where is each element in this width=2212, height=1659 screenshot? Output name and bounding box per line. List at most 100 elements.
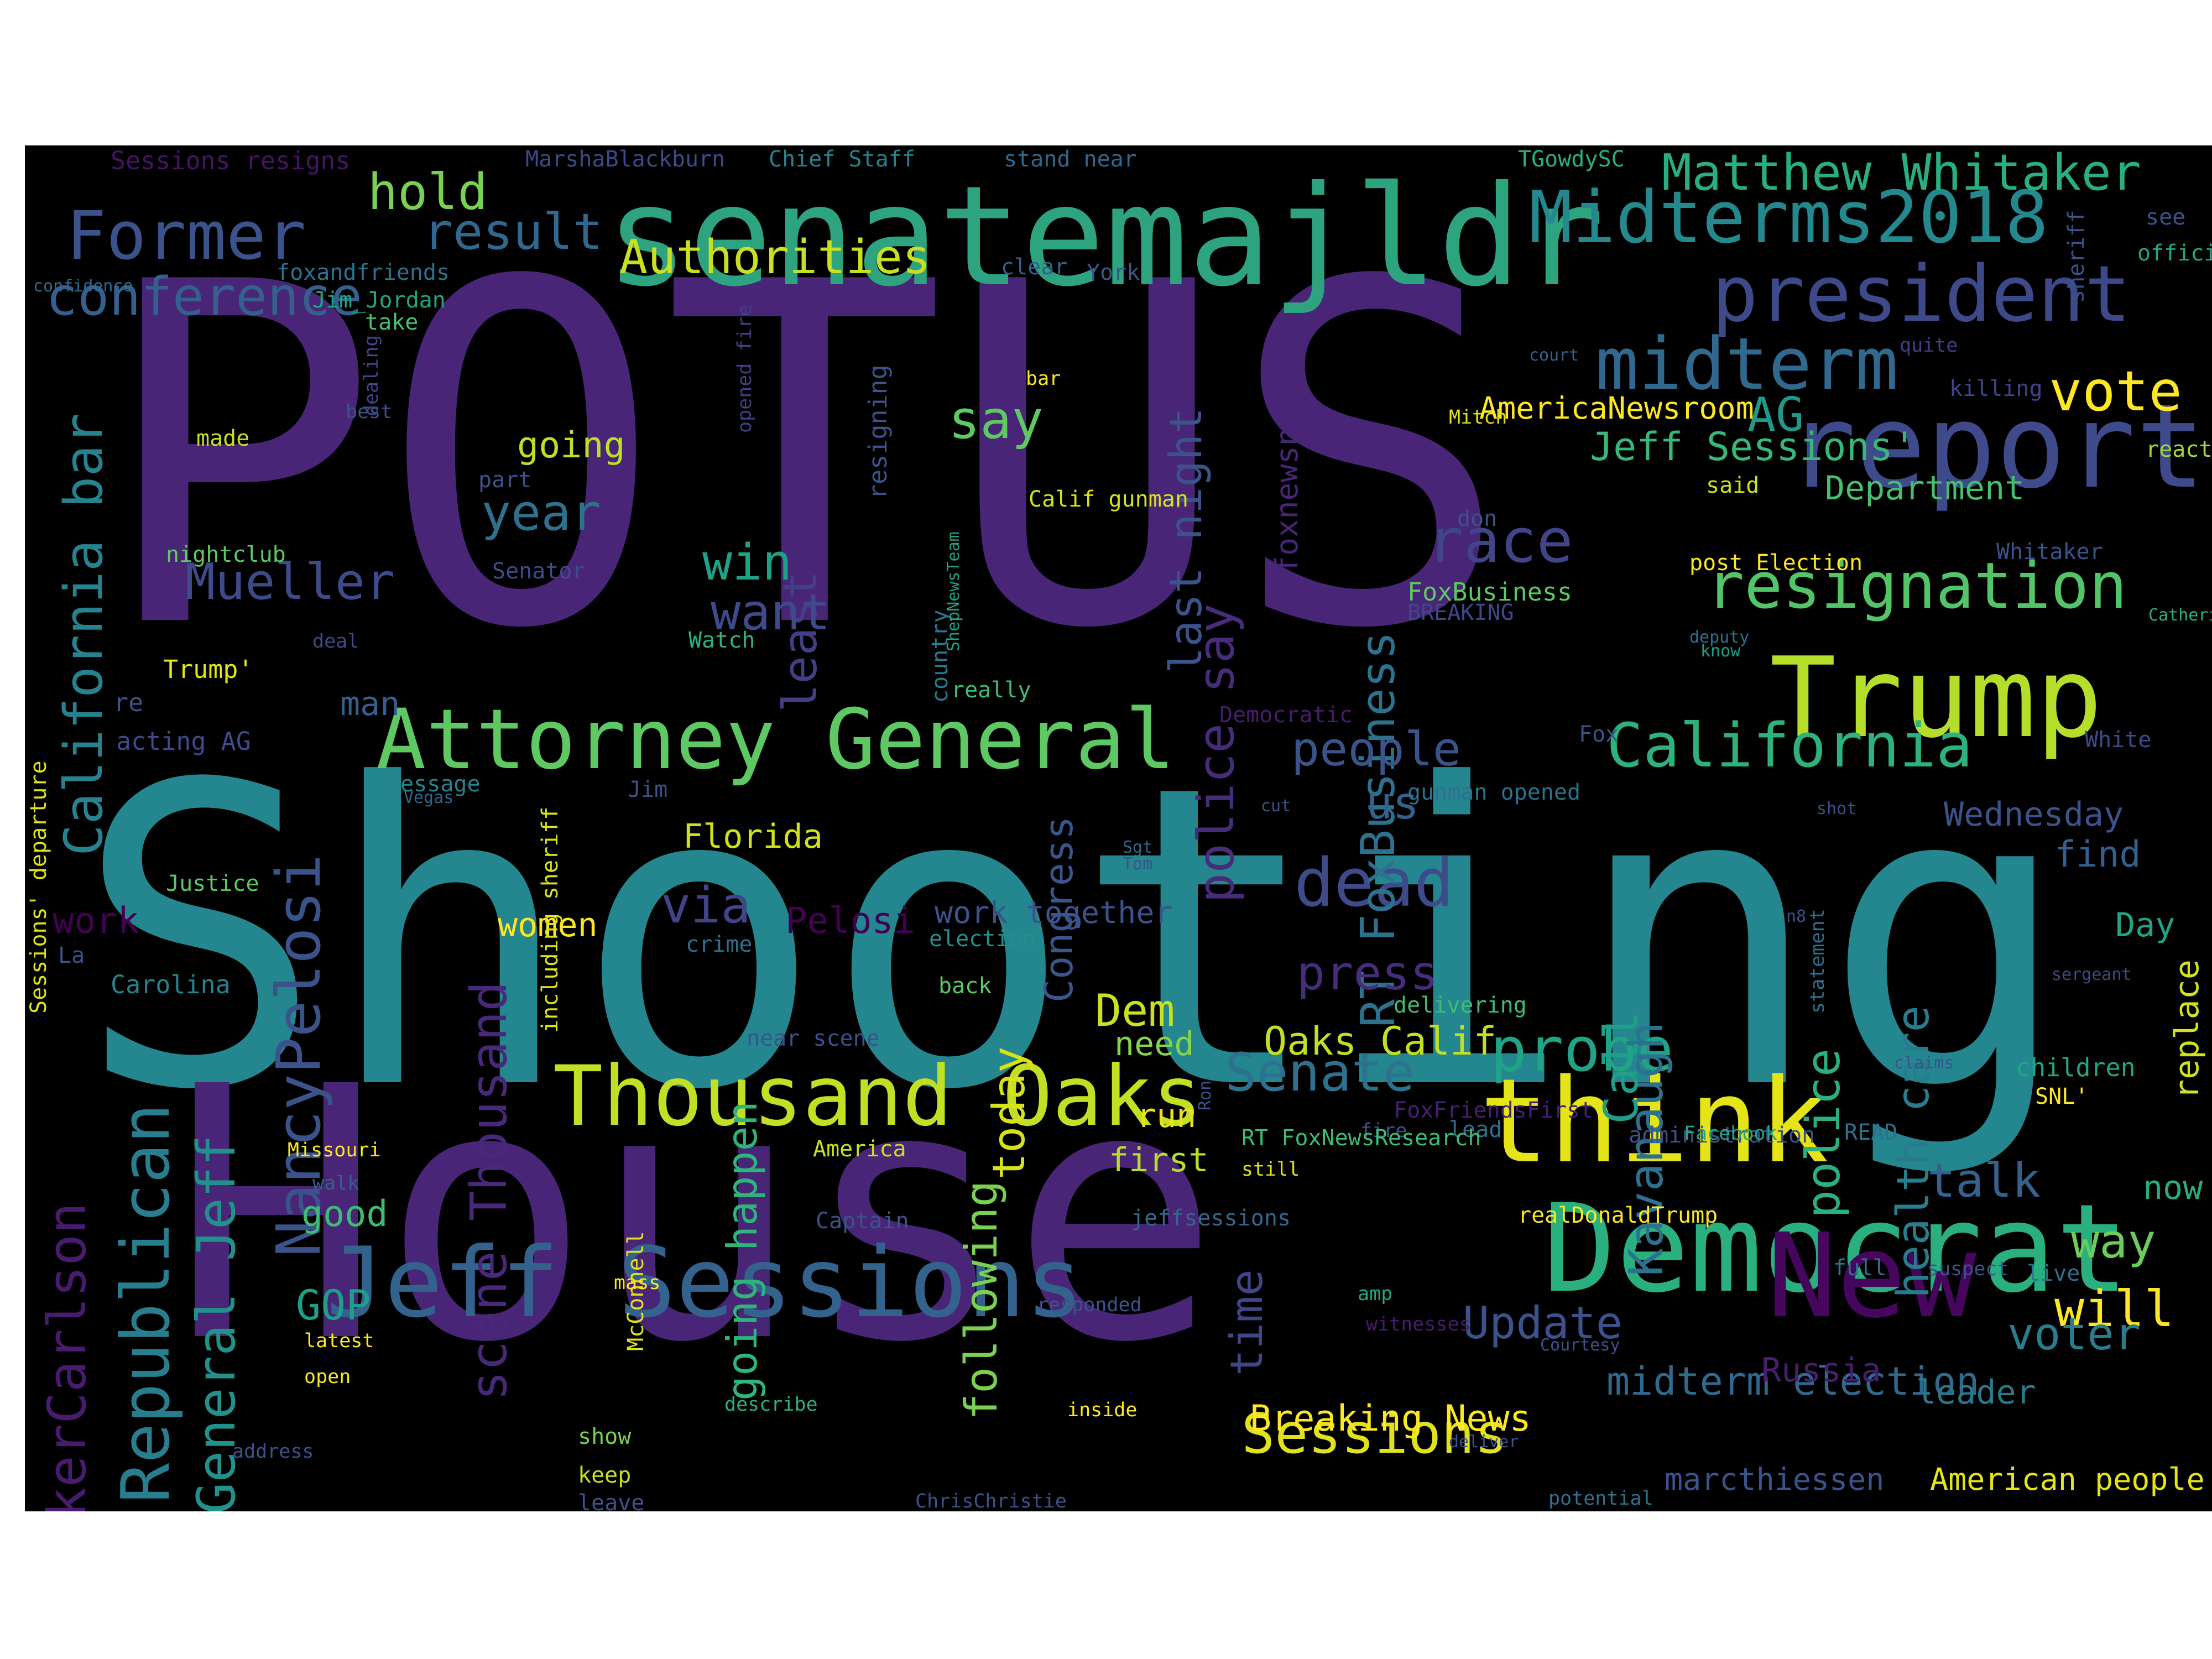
word: leave: [578, 1490, 645, 1511]
word: Ron: [1196, 1080, 1215, 1110]
word: FoxBusiness: [1407, 577, 1573, 607]
word: part: [478, 467, 532, 493]
word: via: [661, 877, 751, 935]
word: Whitaker: [1996, 539, 2103, 565]
word: vote: [2049, 359, 2182, 424]
word: sheriff: [2064, 210, 2089, 303]
word: ChrisChristie: [915, 1490, 1067, 1511]
word: Senator: [492, 559, 586, 584]
word: Mitch: [1449, 406, 1507, 429]
word: time: [1221, 1269, 1272, 1376]
word: race: [1427, 505, 1573, 576]
word: Shooting: [75, 697, 2073, 1180]
word: Wednesday: [1944, 795, 2124, 834]
word: Jeff Sessions': [1590, 424, 1917, 469]
word: Trump': [163, 655, 253, 684]
word: voter: [2007, 1308, 2141, 1360]
word: Former: [66, 198, 306, 275]
word: quite: [1900, 335, 1958, 357]
word: Midterms2018: [1529, 175, 2049, 259]
word: following: [956, 1180, 1007, 1420]
word: now: [2143, 1168, 2203, 1207]
word: scene Thousand: [460, 981, 518, 1401]
word: Sessions resigns: [111, 146, 351, 175]
word: official: [2137, 241, 2212, 266]
word: Oaks Calif: [1264, 1019, 1497, 1064]
word: conference: [46, 267, 362, 327]
word: Facebook: [1684, 1123, 1777, 1145]
word: live: [2027, 1261, 2080, 1286]
word: RT FoxNewsResearch: [1241, 1125, 1481, 1151]
word: hold: [368, 163, 488, 221]
word: sergeant: [2052, 965, 2132, 984]
word: bar: [1026, 368, 1061, 390]
word: confidence: [33, 276, 133, 296]
word: GOP: [296, 1281, 371, 1329]
word: don: [1457, 506, 1498, 531]
word: California: [1606, 710, 1973, 781]
word: American people: [1930, 1462, 2205, 1497]
word: claims: [1894, 1053, 1954, 1073]
word: TuckerCarlson: [37, 1202, 98, 1511]
word: Attorney General: [376, 692, 1175, 788]
word: Senate: [1225, 1042, 1415, 1103]
word: Breaking News: [1250, 1398, 1531, 1439]
word: children: [2016, 1053, 2136, 1082]
word: New: [1767, 1208, 1977, 1344]
word: delivering: [1394, 993, 1527, 1018]
word: president: [1712, 249, 2131, 340]
word: Thousand Oaks: [553, 1048, 1202, 1145]
word: keep: [578, 1463, 632, 1488]
word: win: [702, 534, 792, 592]
word-cloud: POTUS Shooting House senatemajldr report Trum…: [25, 145, 2212, 1511]
word: us: [1366, 778, 1420, 829]
word: really: [951, 677, 1031, 703]
word: senatemajldr: [606, 156, 1605, 317]
word: way: [2071, 1214, 2156, 1269]
word: Florida: [683, 817, 823, 856]
word: Carolina: [111, 970, 231, 999]
word: Russia: [1761, 1351, 1881, 1390]
word: White: [2085, 727, 2152, 753]
word: people: [1291, 722, 1462, 777]
word: Jeff Sessions: [326, 1227, 1084, 1339]
word: gunman opened: [1407, 780, 1581, 805]
word: dealing: [361, 335, 383, 416]
word: witnesses: [1366, 1313, 1471, 1335]
word: statement: [1807, 909, 1829, 1014]
word: take: [365, 310, 419, 335]
word: including sheriff: [538, 806, 563, 1033]
word: near scene: [747, 1026, 880, 1051]
word: realDonaldTrump: [1518, 1203, 1718, 1228]
word: Calif gunman: [1029, 487, 1188, 512]
word: full: [1833, 1255, 1887, 1281]
word: want: [711, 583, 831, 641]
word: Call: [1594, 1011, 1649, 1124]
word: opened fire: [734, 305, 756, 433]
word: Watch: [688, 628, 755, 653]
word: FoxFriendsFirst: [1394, 1098, 1594, 1123]
word: lead: [1449, 1117, 1503, 1142]
word: today: [983, 1046, 1035, 1180]
word: crime: [686, 932, 753, 957]
word: first: [1109, 1141, 1209, 1180]
word: nightclub: [166, 542, 286, 567]
word: jeffsessions: [1131, 1206, 1291, 1231]
word: message: [387, 771, 481, 797]
word: Mueller: [185, 553, 395, 611]
word: find: [2054, 834, 2141, 875]
word: Missouri: [288, 1139, 381, 1161]
word: Jim: [628, 777, 668, 802]
word: re: [113, 688, 144, 717]
word: TGowdySC: [1518, 147, 1625, 172]
word: health care: [1887, 1005, 1939, 1298]
word: latest: [304, 1330, 374, 1352]
word: said: [1706, 473, 1760, 498]
word: Justice: [166, 871, 259, 896]
word: say: [948, 390, 1044, 451]
word: deal: [312, 630, 359, 653]
word: man: [340, 685, 400, 723]
word: Jim_Jordan: [312, 288, 446, 313]
word: work together: [935, 895, 1173, 930]
word: good: [301, 1193, 388, 1235]
